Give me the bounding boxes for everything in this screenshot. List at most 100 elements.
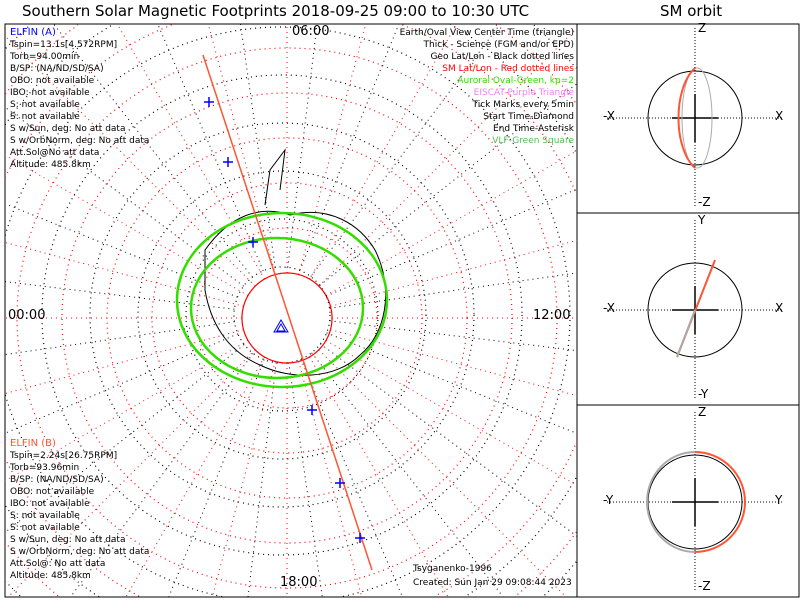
sm-lon-line <box>207 23 276 275</box>
sm-lon-line <box>4 340 249 482</box>
geo-lon-line <box>287 23 318 268</box>
geo-lon-line <box>247 362 277 598</box>
coastline <box>204 148 387 376</box>
elfin-b-info-line: B/SP: (NA/ND/SD/SA) <box>10 475 104 485</box>
model-label: Tsyganenko-1996 <box>413 564 492 574</box>
geo-lon-line <box>4 344 245 533</box>
elfin-b-info-line: Att.Sol@: No att data <box>10 559 106 569</box>
sm-lon-line <box>298 361 363 598</box>
legend-item: Start Time-Diamond <box>483 112 574 122</box>
elfin-a-info-line: S: not available <box>10 112 80 122</box>
orbit-axis-label-top: Z <box>698 21 707 35</box>
elfin-a-info-line: S w/Sun, deg: No att data <box>10 124 126 134</box>
tick-mark <box>335 478 345 488</box>
geo-lon-line <box>70 353 254 598</box>
elfin-a-info-line: S w/OrbNorm, deg: No att data <box>10 136 150 146</box>
geo-lon-line <box>288 362 323 598</box>
sm-lon-line <box>211 361 276 598</box>
elfin-b-info-line: Torb=93.96min <box>10 463 80 473</box>
orbit-axis-label-right: X <box>775 301 784 315</box>
geo-lon-line <box>4 203 238 298</box>
legend-item: Earth/Oval View Center Time (triangle) <box>399 28 574 38</box>
geo-lon-line <box>320 343 578 537</box>
geo-lat-circle <box>89 122 475 508</box>
legend-item: Auroral Oval-Green, kp=2 <box>457 76 574 86</box>
elfin-a-info-line: OBO: not available <box>10 76 95 86</box>
geo-lat-circle <box>137 170 427 460</box>
elfin-a-info-line: Altitude: 485.8km <box>10 160 91 170</box>
orbit-path-back <box>646 451 696 553</box>
elfin-a-info-line: Tspin=13.1s[4.572RPM] <box>10 40 118 50</box>
elfin-b-info-line: Altitude: 485.8km <box>10 571 91 581</box>
geo-lon-line <box>4 321 235 356</box>
mlt-label-top: 06:00 <box>292 24 330 39</box>
legend-item: EISCAT-Purple Triangle <box>473 88 574 98</box>
earth-circle <box>647 70 743 166</box>
auroral-oval-poleward <box>175 211 389 389</box>
elfin-b-info-line: S w/OrbNorm, deg: No att data <box>10 547 150 557</box>
orbit-path <box>677 67 696 169</box>
elfin-a-info-line: IBO: not available <box>10 88 90 98</box>
elfin-b-name: ELFIN (B) <box>10 438 56 449</box>
geo-lon-line <box>53 23 253 278</box>
mlt-label-left: 00:00 <box>8 308 46 323</box>
orbit-panels <box>607 28 783 592</box>
geo-lat-circle <box>4 26 571 598</box>
orbit-axis-label-left: -X <box>603 109 615 123</box>
sm-lat-circle <box>196 227 378 409</box>
orbit-axis-label-top: Y <box>698 213 706 227</box>
geo-lat-circle <box>233 266 331 364</box>
orbit-path-back <box>676 309 696 358</box>
tick-mark <box>223 157 233 167</box>
geo-lon-line <box>326 332 578 434</box>
orbit-axis-label-right: X <box>775 109 784 123</box>
geo-lon-line <box>239 23 276 268</box>
elfin-b-info-line: S w/Sun, deg: No att data <box>10 535 126 545</box>
tick-mark <box>355 533 365 543</box>
earth-cross <box>672 478 718 526</box>
orbit-axis-label-left: -Y <box>603 493 614 507</box>
sm-lon-line <box>116 23 265 280</box>
sm-lon-line <box>318 349 567 598</box>
orbit-path-back <box>681 67 713 169</box>
elfin-b-info-line: S: not available <box>10 511 80 521</box>
geo-lat-circle <box>4 23 577 598</box>
sm-lon-line <box>4 241 244 307</box>
elfin-b-info-line: IBO: not available <box>10 499 90 509</box>
sm-lon-line <box>330 329 578 397</box>
orbit-axis-label-top: Z <box>698 405 707 419</box>
tick-mark <box>204 97 214 107</box>
legend-item: VLF-Green Square <box>492 136 574 146</box>
geo-lon-line <box>325 188 578 297</box>
geo-lon-line <box>311 352 504 598</box>
elfin-a-info: ELFIN (A) Tspin=13.1s[4.572RPM] Torb=94.0… <box>10 27 149 171</box>
elfin-b-info-line: Tspin=2.24s[26.75RPM] <box>10 451 118 461</box>
sm-lon-line <box>4 154 249 296</box>
elfin-track <box>202 54 373 571</box>
elfin-a-info-line: Att.Sol@No att data <box>10 148 100 158</box>
orbit-path <box>694 451 746 553</box>
earth-cross <box>672 94 718 142</box>
geo-lon-line <box>329 272 578 309</box>
sm-lon-line <box>125 356 265 598</box>
legend: Earth/Oval View Center Time (triangle) Th… <box>400 27 574 147</box>
tick-mark <box>248 237 258 247</box>
geo-lon-line <box>4 333 239 434</box>
orbit-axis-label-left: -X <box>603 301 615 315</box>
plot-title: Southern Solar Magnetic Footprints 2018-… <box>22 2 530 20</box>
map-grid <box>4 23 578 598</box>
orbit-axis-label-right: Y <box>775 493 783 507</box>
geo-lat-circle <box>185 218 379 412</box>
orbit-title: SM orbit <box>660 2 723 20</box>
elfin-a-name: ELFIN (A) <box>10 27 56 38</box>
elfin-a-info-line: B/SP: (NA/ND/SD/SA) <box>10 64 104 74</box>
sm-lat-circle <box>241 272 333 364</box>
earth-circle <box>647 262 743 358</box>
elfin-b-info: ELFIN (B) Tspin=2.24s[26.75RPM] Torb=93.9… <box>10 438 149 582</box>
tick-mark <box>307 405 317 415</box>
elfin-b-info-line: OBO: not available <box>10 487 95 497</box>
legend-item: SM Lat/Lon - Red dotted lines <box>442 64 574 74</box>
geo-lon-line <box>4 281 235 310</box>
geo-lon-line <box>157 23 264 272</box>
